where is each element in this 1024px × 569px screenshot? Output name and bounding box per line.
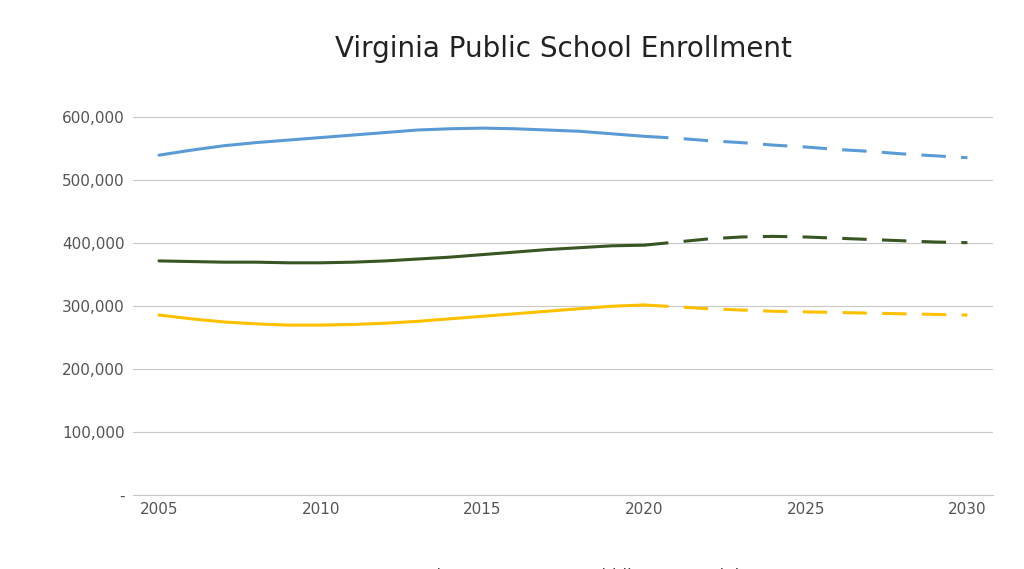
Legend: Elementary, Middle, High: Elementary, Middle, High — [375, 562, 752, 569]
Title: Virginia Public School Enrollment: Virginia Public School Enrollment — [335, 35, 792, 63]
